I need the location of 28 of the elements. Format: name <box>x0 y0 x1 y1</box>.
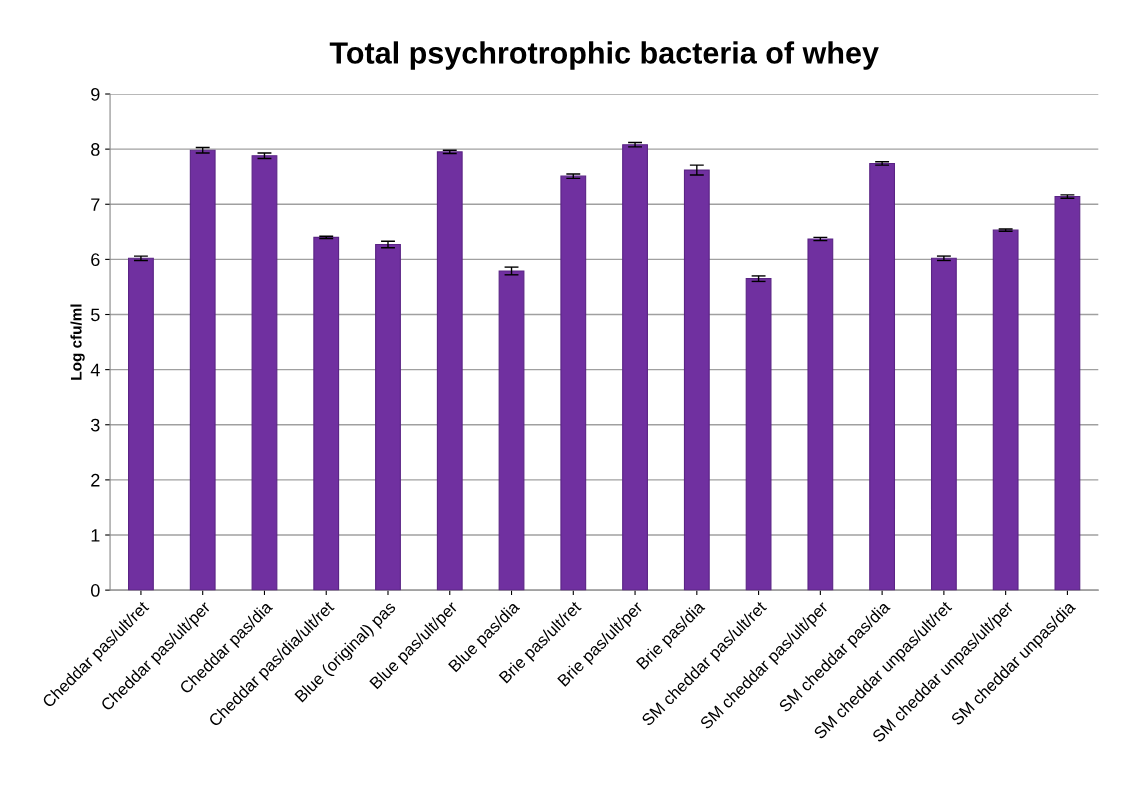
y-tick-label: 5 <box>91 308 100 322</box>
bar <box>375 243 401 591</box>
bar <box>992 229 1019 591</box>
bar <box>1054 195 1081 591</box>
bar <box>745 278 772 591</box>
bar <box>560 175 587 591</box>
bar <box>251 155 278 591</box>
bar <box>189 149 216 591</box>
chart-title: Total psychrotrophic bacteria of whey <box>329 41 879 70</box>
bar <box>128 257 154 591</box>
y-tick-label: 8 <box>91 143 100 156</box>
y-tick-label: 0 <box>91 584 100 597</box>
y-tick-label: 9 <box>91 87 100 101</box>
y-tick-label: 2 <box>91 473 100 487</box>
bar <box>683 169 710 591</box>
bar <box>313 236 340 591</box>
bar <box>436 151 463 591</box>
bar <box>498 270 525 591</box>
bar <box>930 257 957 591</box>
y-tick-label: 7 <box>91 198 100 211</box>
y-tick-label: 4 <box>90 363 100 377</box>
y-axis-title: Log cfu/ml <box>70 304 85 380</box>
bar <box>869 162 896 591</box>
y-tick-label: 6 <box>91 253 100 267</box>
bar <box>622 144 648 591</box>
y-tick-label: 3 <box>90 418 100 432</box>
y-tick-label: 1 <box>91 529 100 542</box>
bar <box>807 238 834 591</box>
